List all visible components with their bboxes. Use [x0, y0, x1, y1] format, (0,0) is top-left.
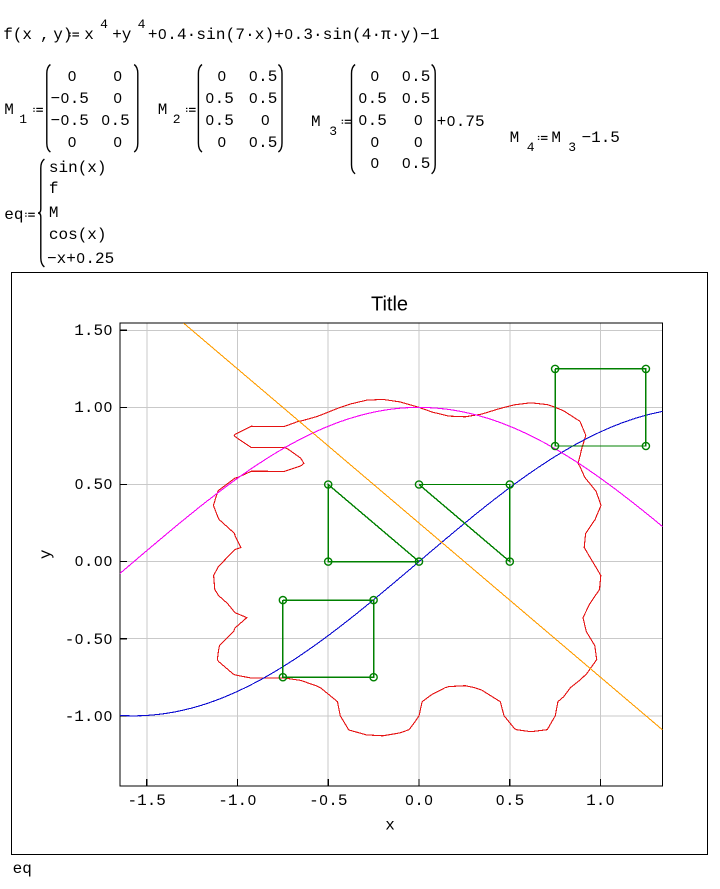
svg-text:y: y — [37, 549, 55, 559]
svg-text:Title: Title — [371, 294, 408, 316]
svg-text:x: x — [385, 817, 395, 835]
